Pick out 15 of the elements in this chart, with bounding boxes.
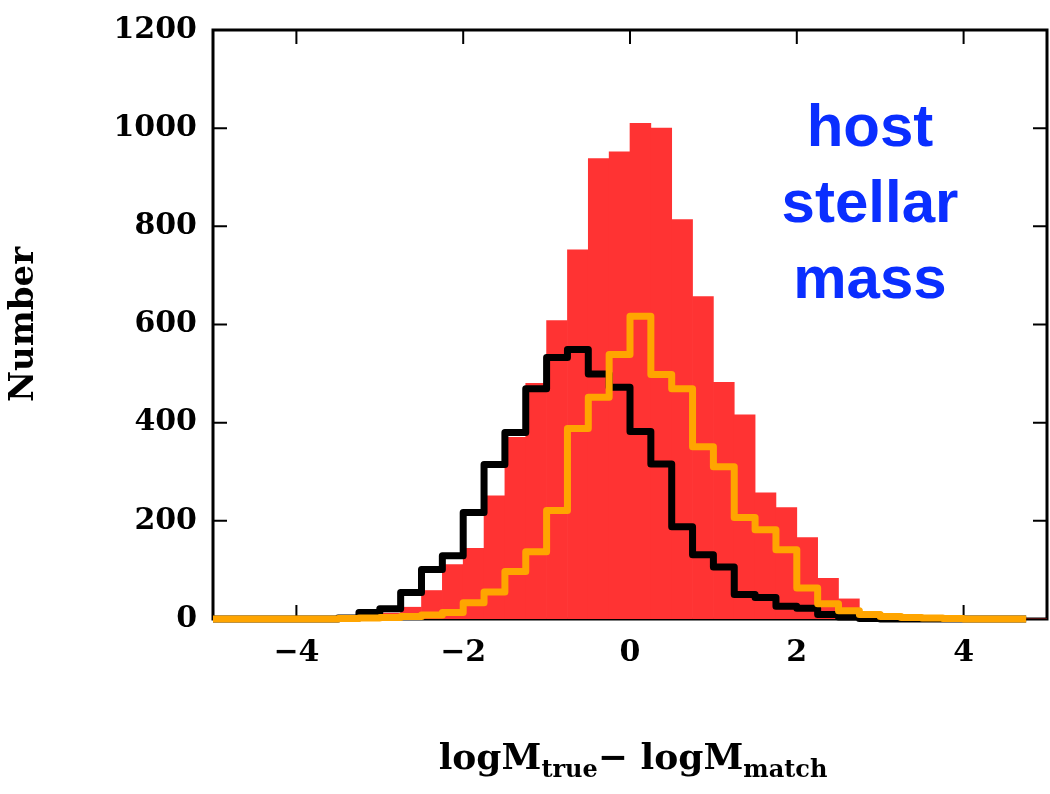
x-tick-label: 2	[786, 632, 808, 668]
x-tick-label: −4	[273, 632, 320, 668]
x-tick-label: −2	[440, 632, 487, 668]
y-tick-label: 1000	[113, 107, 197, 143]
x-axis-title: logM$_{true}$− logM$_{match}$	[437, 735, 829, 784]
y-tick-label: 400	[134, 402, 197, 438]
y-tick-label: 1200	[113, 9, 197, 45]
y-tick-label: 200	[134, 500, 197, 536]
x-tick-label: 4	[953, 632, 975, 668]
x-tick-label: 0	[619, 632, 641, 668]
y-tick-label: 800	[134, 206, 197, 242]
y-tick-label: 0	[176, 598, 197, 634]
y-axis-title: Number	[1, 245, 42, 403]
panel-caption: host stellar mass	[780, 91, 960, 313]
y-tick-label: 600	[134, 304, 197, 340]
